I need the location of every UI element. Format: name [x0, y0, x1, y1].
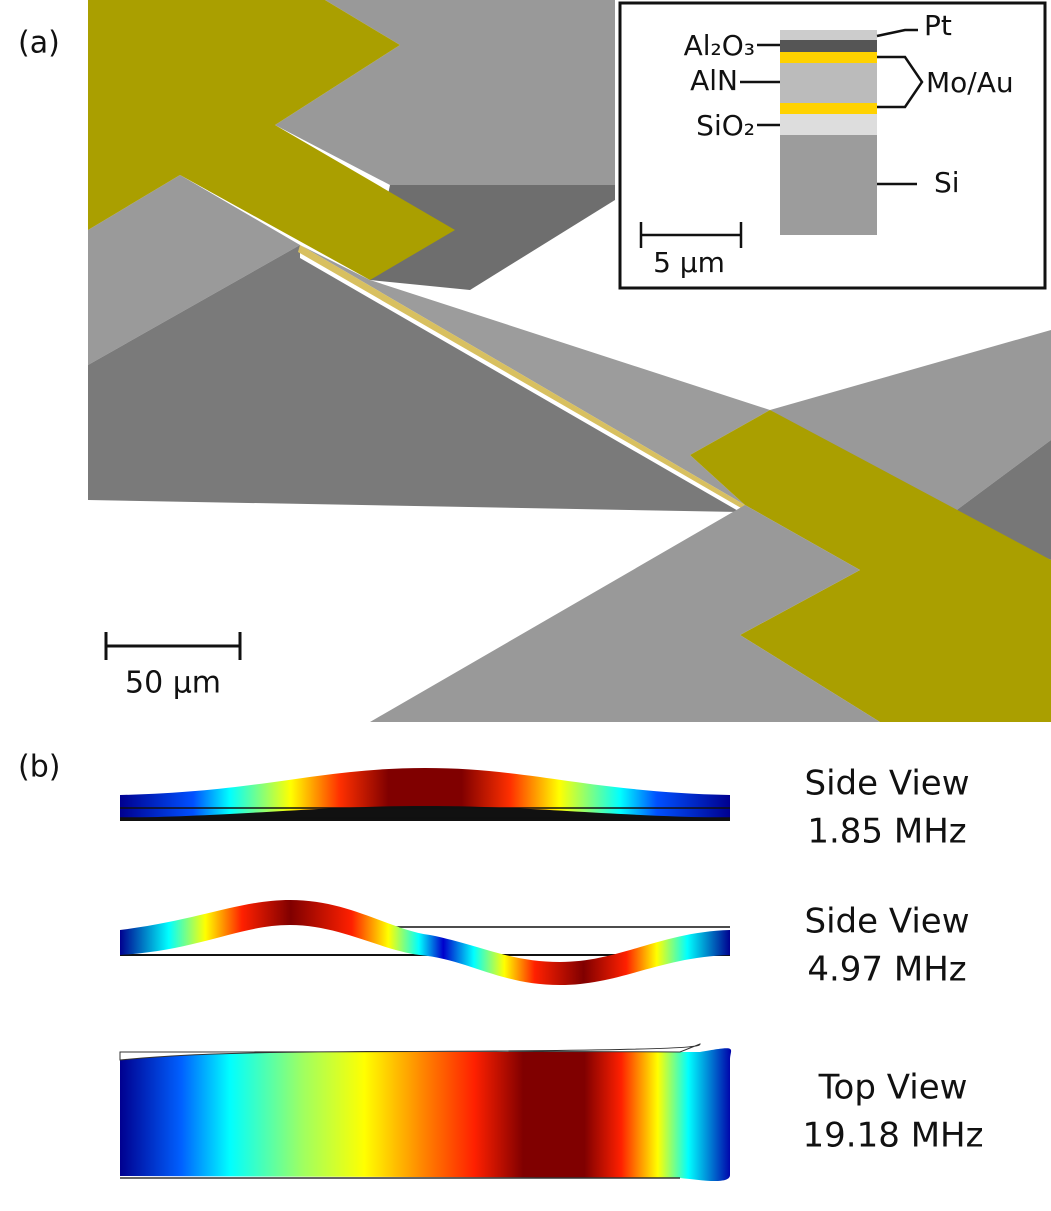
- mode-view: Side View: [804, 902, 969, 942]
- mode-frequency: 4.97 MHz: [807, 950, 966, 990]
- panel-label: (a): [18, 26, 60, 61]
- inset: Pt Al₂O₃ AlN Mo/Au SiO₂ Si 5 µm: [618, 1, 1047, 290]
- layer-label: AlN: [690, 64, 738, 97]
- panel-a-render: [88, 0, 1051, 722]
- scale-bar: [104, 632, 242, 660]
- mode-labels: Side View 1.85 MHz Side View 4.97 MHz To…: [803, 764, 984, 1156]
- layer-label: Al₂O₃: [684, 29, 755, 62]
- mode-frequency: 19.18 MHz: [803, 1116, 984, 1156]
- panel-label: (b): [18, 750, 60, 785]
- scale-label: 5 µm: [653, 246, 725, 279]
- layer-label: Pt: [924, 9, 952, 42]
- layer-label: SiO₂: [696, 109, 755, 142]
- scale-label: 50 µm: [125, 666, 221, 701]
- layer-label: Mo/Au: [926, 66, 1014, 99]
- mode-shapes: [119, 768, 732, 1182]
- mode-view: Side View: [804, 764, 969, 804]
- mode-frequency: 1.85 MHz: [807, 812, 966, 852]
- layer-label: Si: [934, 166, 960, 199]
- mode-view: Top View: [818, 1068, 968, 1108]
